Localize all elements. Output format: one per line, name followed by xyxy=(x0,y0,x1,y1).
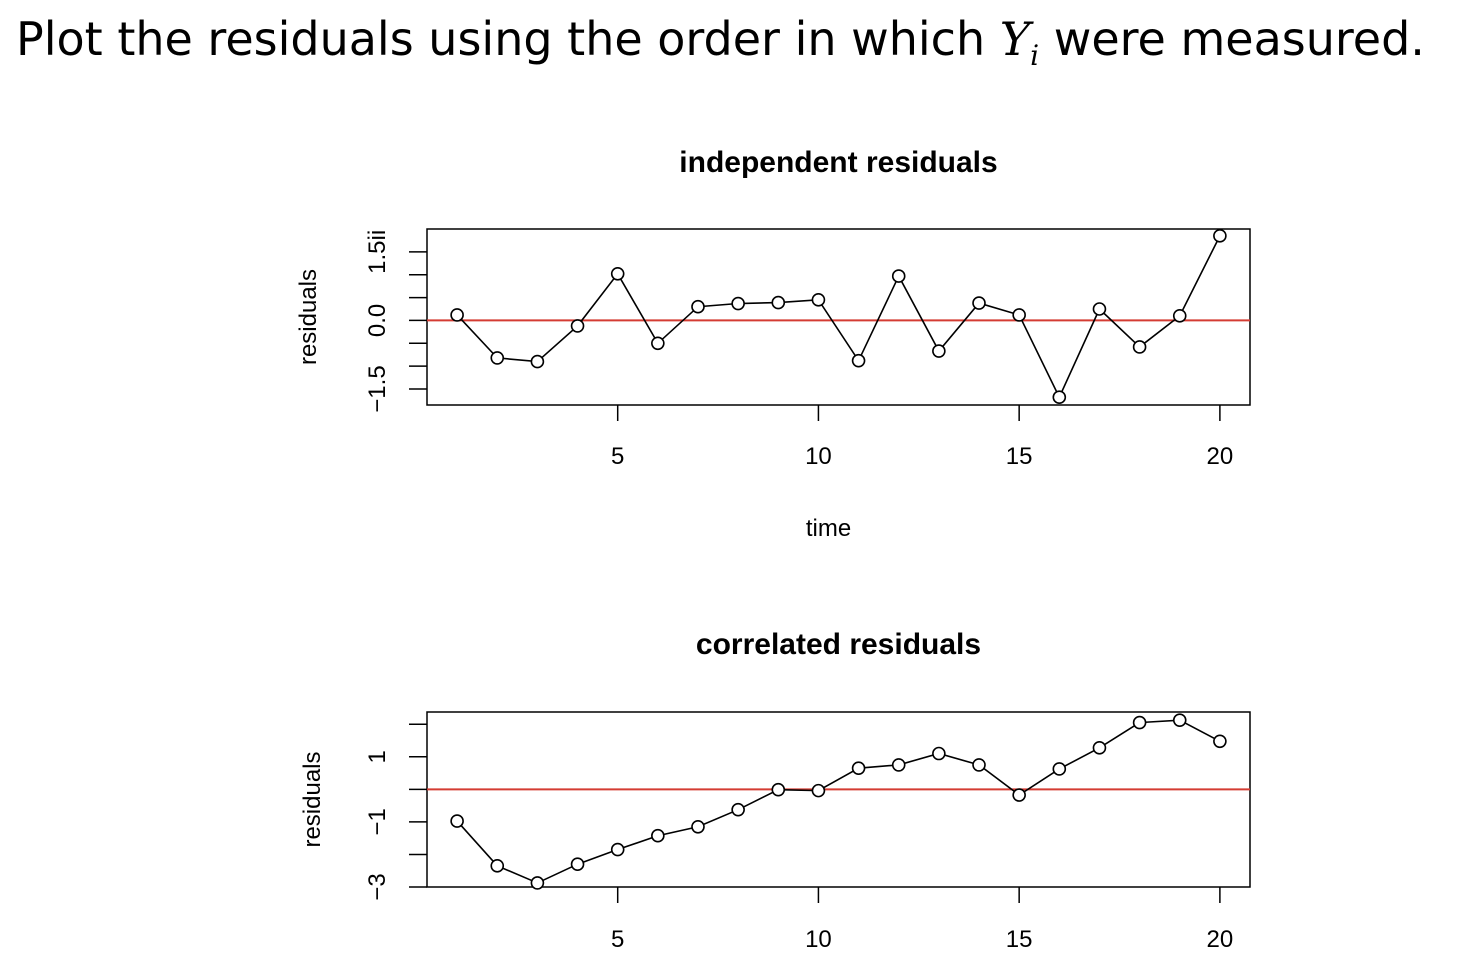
data-point xyxy=(811,783,826,798)
data-point xyxy=(490,351,505,365)
data-point xyxy=(1172,713,1187,727)
data-point xyxy=(932,746,946,761)
y-axis-label: residuals xyxy=(295,269,322,365)
y-tick-label: −1 xyxy=(364,808,391,835)
y-tick-label: 1.5ii xyxy=(364,230,391,274)
data-point xyxy=(651,336,665,351)
data-point xyxy=(1092,741,1107,755)
y-tick-label: 0.0 xyxy=(364,304,391,337)
slide-title-var: Y xyxy=(999,12,1031,66)
chart-title: correlated residuals xyxy=(696,628,981,661)
data-point xyxy=(450,814,464,828)
slide-title-subscript: i xyxy=(1030,39,1040,73)
x-tick-label: 20 xyxy=(1207,443,1234,470)
data-point xyxy=(771,295,786,310)
y-tick-label: 1 xyxy=(364,750,391,763)
x-tick-label: 5 xyxy=(611,926,624,953)
data-point xyxy=(972,296,986,310)
plot-frame xyxy=(426,711,1251,888)
slide-title-suffix: were measured. xyxy=(1039,12,1425,66)
x-tick-label: 10 xyxy=(805,926,832,953)
x-tick-label: 15 xyxy=(1006,926,1033,953)
data-point xyxy=(891,758,906,772)
data-point xyxy=(1132,340,1147,354)
series-line xyxy=(456,235,1221,400)
data-point xyxy=(771,782,786,797)
data-point xyxy=(731,296,745,311)
data-point xyxy=(1012,788,1026,802)
data-point xyxy=(1132,715,1147,730)
series-line xyxy=(456,719,1221,884)
data-point xyxy=(1172,309,1187,323)
data-point xyxy=(932,344,946,358)
data-point xyxy=(1012,308,1026,322)
data-point xyxy=(811,293,826,307)
y-axis-label: residuals xyxy=(299,751,326,847)
plot-frame xyxy=(426,228,1251,406)
x-axis-label: time xyxy=(806,515,851,542)
data-point xyxy=(651,828,665,843)
data-point xyxy=(1052,762,1067,776)
data-point xyxy=(610,842,625,857)
data-point xyxy=(450,308,464,322)
x-tick-label: 10 xyxy=(805,443,832,470)
data-point xyxy=(490,859,505,873)
slide-title: Plot the residuals using the order in wh… xyxy=(16,14,1425,72)
chart-2: correlated residuals 5 10 15 20 −3 −1 1 residual… xyxy=(299,628,1251,953)
data-point xyxy=(570,319,585,333)
data-point xyxy=(851,353,866,368)
x-tick-label: 15 xyxy=(1006,443,1033,470)
data-point xyxy=(530,876,545,890)
slide-title-prefix: Plot the residuals using the order in wh… xyxy=(16,12,1000,66)
data-point xyxy=(1213,229,1227,243)
data-point xyxy=(731,802,745,817)
data-point xyxy=(530,354,545,369)
data-point xyxy=(972,758,986,772)
data-point xyxy=(570,857,585,872)
data-point xyxy=(1213,734,1227,749)
data-point xyxy=(1092,302,1107,316)
y-tick-label: −3 xyxy=(364,873,391,900)
chart-1: independent residuals 5 10 15 20 −1.5 0.0 1.5ii… xyxy=(295,146,1251,542)
data-point xyxy=(1052,390,1067,405)
data-point xyxy=(610,266,625,281)
data-point xyxy=(691,299,705,314)
data-point xyxy=(691,819,705,834)
data-point xyxy=(851,761,866,775)
data-point xyxy=(891,269,906,283)
y-tick-label: −1.5 xyxy=(364,365,391,412)
x-tick-label: 5 xyxy=(611,443,624,470)
chart-title: independent residuals xyxy=(679,146,997,179)
x-tick-label: 20 xyxy=(1207,926,1234,953)
